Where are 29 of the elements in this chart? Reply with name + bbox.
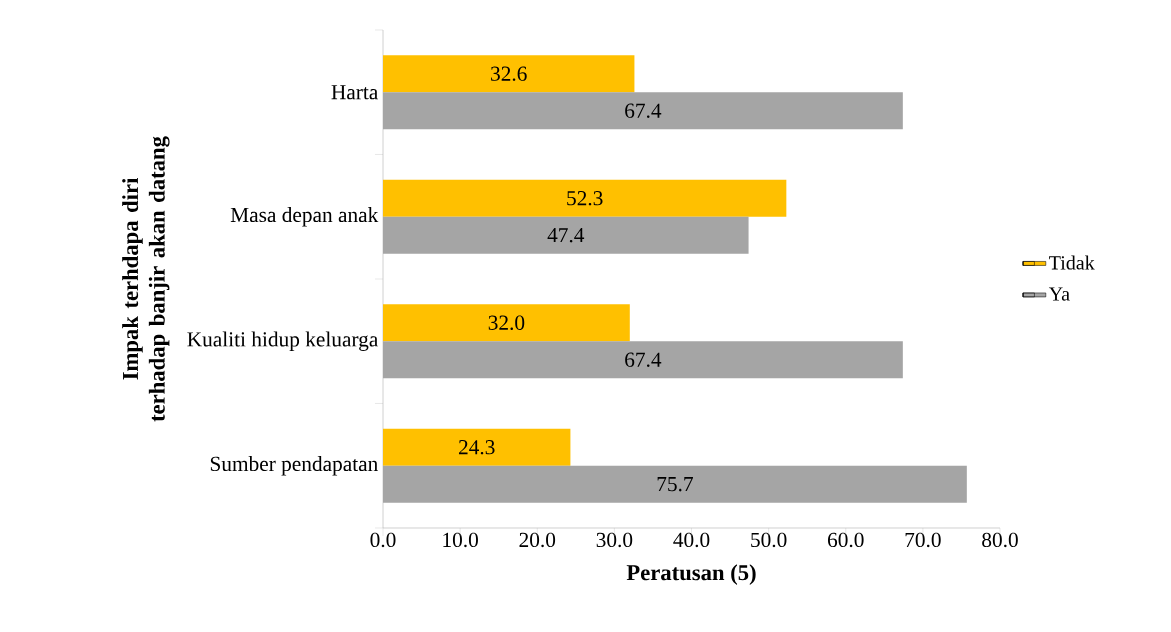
bar (383, 179, 787, 217)
bar (383, 55, 635, 93)
x-tick-label: 60.0 (828, 532, 864, 548)
x-tick-label: 70.0 (905, 532, 941, 548)
x-tick-label: 0.0 (370, 532, 396, 548)
x-tick-label: 50.0 (751, 532, 787, 548)
x-axis-title: Peratusan (5) (626, 564, 756, 585)
data-label: 67.4 (625, 103, 662, 118)
y-tick-label: Masa depan anak (230, 207, 379, 227)
data-label: 47.4 (547, 228, 585, 243)
x-tick-label: 20.0 (519, 532, 556, 548)
x-tick-label: 40.0 (673, 532, 710, 548)
data-label: 75.7 (657, 477, 693, 492)
y-tick-label: Harta (331, 85, 378, 100)
data-label: 32.6 (491, 66, 527, 81)
y-axis-title: Impak terhdapa diri terhadap banjir akan datang (122, 136, 170, 422)
data-label: 52.3 (567, 191, 603, 206)
bar (383, 428, 571, 466)
x-tick-label: 10.0 (443, 532, 478, 548)
y-tick-label: Sumber pendapatan (210, 456, 378, 476)
x-tick-label: 80.0 (982, 532, 1018, 548)
data-label: 24.3 (458, 440, 495, 455)
legend-label: Ya (1048, 287, 1070, 301)
data-label: 67.4 (625, 352, 662, 367)
bar (383, 304, 630, 342)
x-tick-label: 30.0 (596, 532, 633, 548)
y-tick-label: Kualiti hidup keluarga (187, 331, 379, 351)
data-label: 32.0 (488, 315, 525, 330)
legend-label: Tidak (1049, 255, 1095, 270)
